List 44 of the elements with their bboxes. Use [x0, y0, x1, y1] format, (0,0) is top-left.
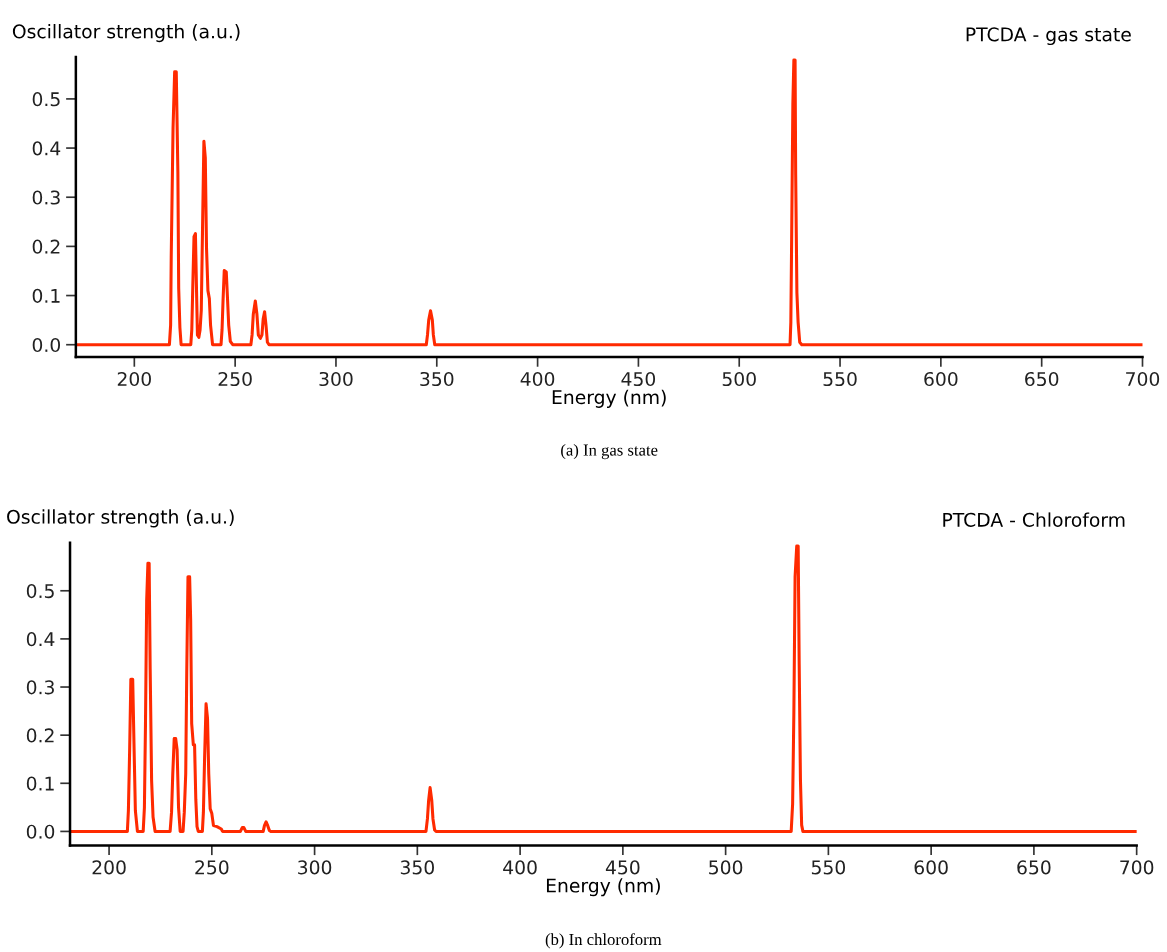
y-tick-label: 0.3	[26, 680, 54, 695]
line-series	[75, 58, 1143, 347]
x-tick-label: 500	[722, 371, 756, 387]
x-tick-label: 700	[1120, 860, 1154, 875]
x-tick-label: 250	[195, 860, 229, 875]
text: (b) In chloroform	[545, 933, 662, 949]
x-tick-label: 350	[420, 371, 454, 387]
y-tick-label: 0.3	[32, 190, 60, 205]
y-tick-label: 0.0	[26, 824, 55, 839]
chart-title: PTCDA - Chloroform	[943, 512, 1125, 527]
y-axis-title: Oscillator strength (a.u.)	[7, 509, 234, 528]
y-tick-label: 0.2	[32, 239, 60, 254]
x-tick-label: 200	[117, 371, 151, 387]
chart-title: PTCDA - gas state	[966, 27, 1131, 46]
x-tick-label: 400	[503, 860, 537, 875]
y-tick-label: 0.4	[26, 632, 55, 647]
x-tick-label: 300	[319, 371, 353, 387]
line-series	[70, 544, 1137, 833]
x-tick-label: 550	[811, 860, 846, 875]
y-tick-label: 0.2	[26, 728, 54, 743]
x-tick-label: 650	[1025, 371, 1059, 387]
x-tick-label: 250	[218, 371, 252, 387]
x-tick-label: 550	[823, 371, 857, 387]
y-tick-label: 0.0	[32, 337, 61, 353]
x-axis-title: Energy (nm)	[546, 878, 660, 897]
x-tick-label: 700	[1126, 371, 1160, 387]
y-tick-label: 0.1	[26, 776, 54, 791]
x-tick-label: 600	[924, 371, 958, 387]
y-tick-label: 0.1	[32, 288, 60, 303]
x-tick-label: 600	[914, 860, 948, 875]
x-axis-title: Energy (nm)	[552, 389, 666, 408]
y-tick-label: 0.5	[32, 92, 60, 107]
x-tick-label: 650	[1017, 860, 1051, 875]
x-tick-label: 500	[709, 860, 743, 875]
x-tick-label: 450	[621, 371, 656, 387]
x-tick-label: 200	[92, 860, 126, 875]
x-tick-label: 450	[605, 860, 640, 875]
x-tick-label: 400	[520, 371, 555, 387]
y-tick-label: 0.5	[26, 583, 54, 599]
y-tick-label: 0.4	[32, 141, 61, 156]
x-tick-label: 350	[400, 860, 434, 875]
text: (a) In gas state	[561, 443, 658, 460]
x-tick-label: 300	[298, 860, 332, 875]
y-axis-title: Oscillator strength (a.u.)	[12, 23, 240, 43]
